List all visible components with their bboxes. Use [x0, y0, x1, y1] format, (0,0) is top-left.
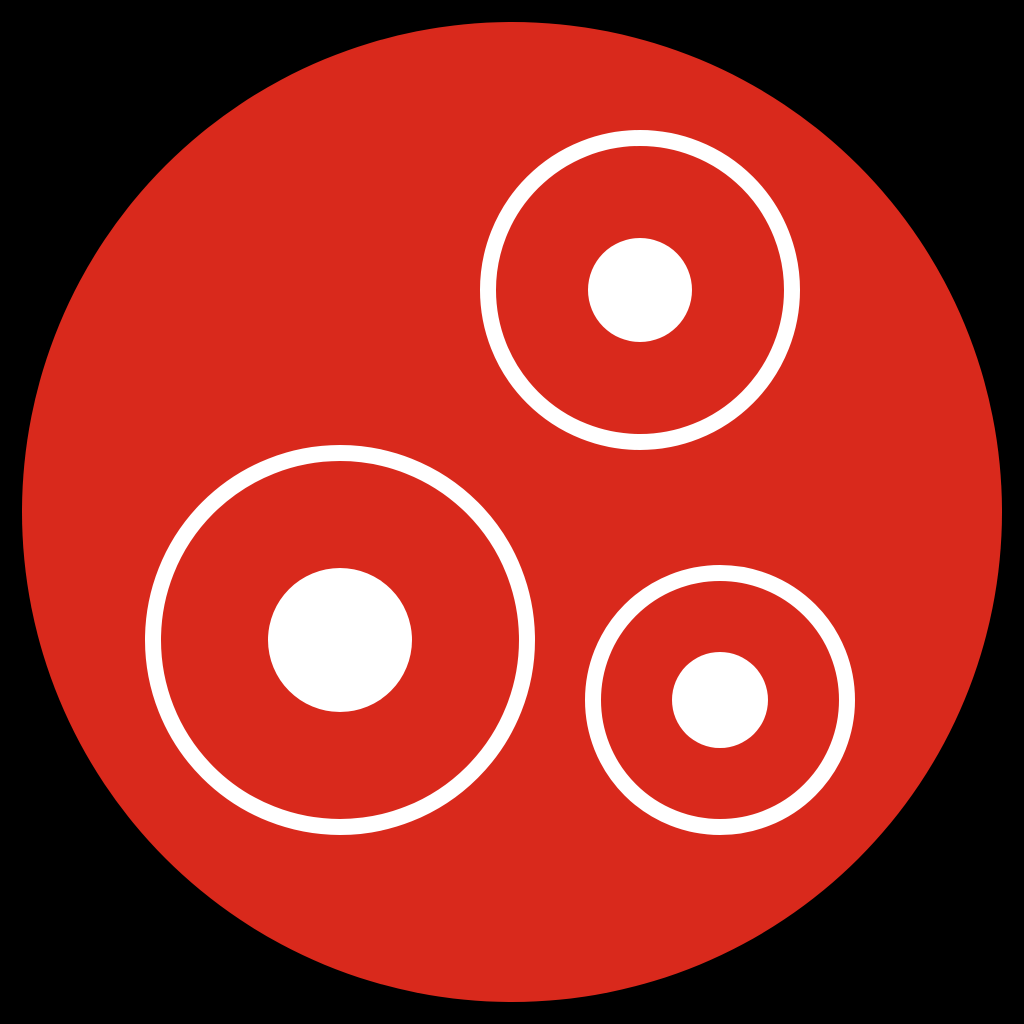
background-circle-icon: [22, 22, 1002, 1002]
cell-nucleus-icon: [588, 238, 692, 342]
cells-icon: [0, 0, 1024, 1024]
cell-nucleus-icon: [672, 652, 768, 748]
cell-nucleus-icon: [268, 568, 412, 712]
